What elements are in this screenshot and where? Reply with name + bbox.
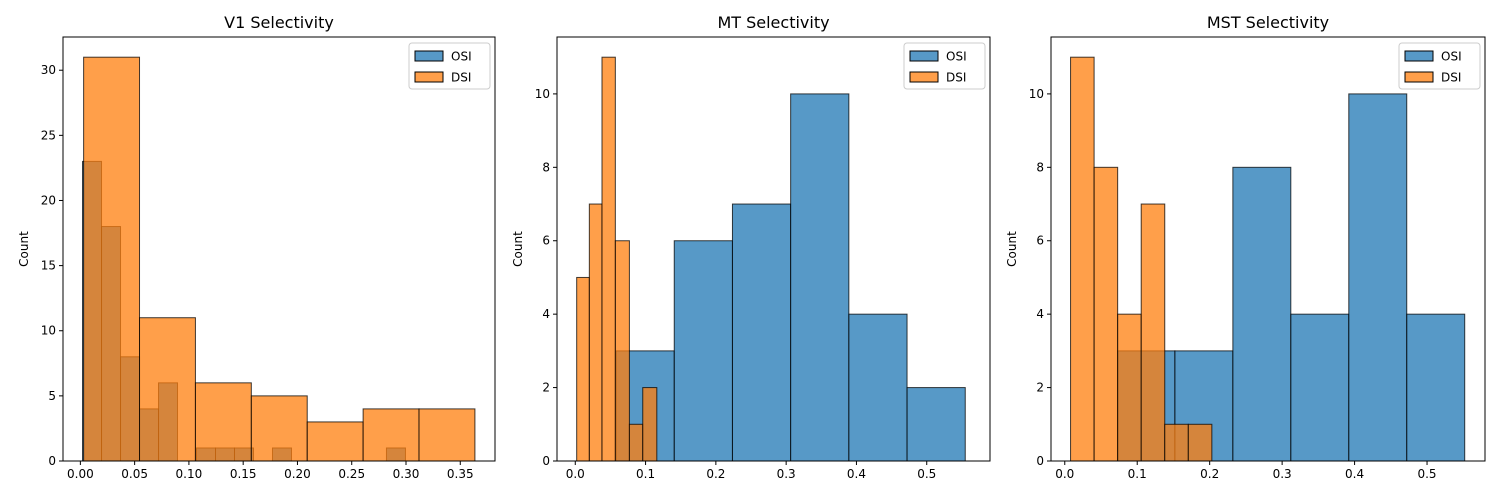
bar-dsi-4 (306, 421, 364, 461)
bar-osi-5 (906, 387, 966, 461)
legend-label-dsi: DSI (451, 71, 471, 85)
x-tick-label: 0.2 (706, 467, 725, 481)
legend: OSI DSI (903, 42, 986, 90)
x-tick-label: 0.20 (284, 467, 311, 481)
x-tick-label: 0.0 (1055, 467, 1074, 481)
x-tick-label: 0.5 (1417, 467, 1436, 481)
subplot-3: 0.0 0.1 0.2 0.3 0.4 0.5 0 2 4 6 8 10 MST Selectivity… (1005, 13, 1486, 481)
x-tick-label: 0.4 (847, 467, 866, 481)
y-tick-label: 10 (535, 87, 550, 101)
bar-dsi-5 (362, 408, 420, 461)
y-tick-label: 0 (1036, 454, 1044, 468)
x-tick-label: 0.00 (67, 467, 94, 481)
legend-swatch-dsi (909, 71, 939, 83)
legend-swatch-dsi (1404, 71, 1434, 83)
x-tick-label: 0.30 (393, 467, 420, 481)
bars (576, 56, 966, 461)
y-tick-label: 8 (542, 160, 550, 174)
y-tick-label: 6 (1036, 234, 1044, 248)
bar-dsi-2 (1117, 313, 1142, 461)
bar-dsi-1 (1093, 166, 1119, 461)
y-axis-label: Count (17, 231, 31, 267)
legend-label-dsi: DSI (1441, 71, 1461, 85)
y-tick-label: 0 (542, 454, 550, 468)
bar-osi-2 (1232, 166, 1292, 461)
bar-osi-5 (1406, 313, 1466, 461)
x-tick-label: 0.2 (1200, 467, 1219, 481)
y-tick-label: 4 (1036, 307, 1044, 321)
bar-osi-4 (1348, 93, 1408, 461)
legend-label-osi: OSI (451, 50, 472, 64)
bar-dsi-4 (628, 423, 644, 461)
bar-dsi-5 (642, 387, 658, 461)
y-tick-label: 10 (41, 324, 56, 338)
bars (82, 56, 476, 461)
chart-title: MT Selectivity (717, 13, 829, 32)
x-tick-label: 0.3 (1273, 467, 1292, 481)
legend-swatch-osi (414, 50, 444, 62)
y-tick-label: 2 (1036, 381, 1044, 395)
x-tick-label: 0.1 (1128, 467, 1147, 481)
x-tick-label: 0.35 (447, 467, 474, 481)
legend: OSI DSI (1398, 42, 1481, 90)
y-tick-label: 25 (41, 128, 56, 142)
y-axis-label: Count (511, 231, 525, 267)
bar-dsi-3 (1140, 203, 1166, 461)
bar-dsi-3 (250, 395, 308, 461)
legend-swatch-osi (1404, 50, 1434, 62)
subplot-1: 0.00 0.05 0.10 0.15 0.20 0.25 0.30 0.35 0 5 10 15 20… (17, 13, 496, 481)
x-tick-label: 0.15 (230, 467, 257, 481)
legend-label-osi: OSI (1441, 50, 1462, 64)
x-tick-label: 0.25 (338, 467, 365, 481)
y-tick-label: 10 (1029, 87, 1044, 101)
chart-title: MST Selectivity (1207, 13, 1329, 32)
legend-label-osi: OSI (946, 50, 967, 64)
y-tick-label: 2 (542, 381, 550, 395)
bar-osi-1 (673, 240, 733, 461)
y-axis-label: Count (1005, 231, 1019, 267)
bar-dsi-0 (83, 56, 141, 461)
bar-dsi-3 (614, 240, 630, 461)
legend-swatch-dsi (414, 71, 444, 83)
bar-dsi-1 (588, 203, 603, 461)
subplot-2: 0.0 0.1 0.2 0.3 0.4 0.5 0 2 4 6 8 10 MT Selectivity C… (511, 13, 991, 481)
bar-osi-4 (848, 313, 908, 461)
bar-dsi-6 (418, 408, 476, 461)
bar-dsi-0 (576, 276, 590, 461)
bar-osi-3 (1290, 313, 1350, 461)
x-tick-label: 0.3 (777, 467, 796, 481)
legend-label-dsi: DSI (946, 71, 966, 85)
x-tick-label: 0.10 (176, 467, 203, 481)
bar-dsi-5 (1187, 423, 1213, 461)
axes-frame (1050, 36, 1486, 462)
y-tick-label: 5 (48, 389, 56, 403)
bar-dsi-0 (1070, 56, 1095, 461)
bar-dsi-1 (139, 317, 196, 461)
axes-frame (556, 36, 991, 462)
x-tick-label: 0.1 (636, 467, 655, 481)
y-tick-label: 8 (1036, 160, 1044, 174)
legend-swatch-osi (909, 50, 939, 62)
bar-osi-3 (790, 93, 850, 461)
x-tick-label: 0.4 (1345, 467, 1364, 481)
x-tick-label: 0.0 (566, 467, 585, 481)
legend: OSI DSI (408, 42, 491, 90)
bar-dsi-2 (194, 382, 252, 461)
y-tick-label: 4 (542, 307, 550, 321)
y-tick-label: 0 (48, 454, 56, 468)
bar-osi-2 (731, 203, 792, 461)
chart-title: V1 Selectivity (224, 13, 334, 32)
y-tick-label: 6 (542, 234, 550, 248)
x-tick-label: 0.5 (917, 467, 936, 481)
y-tick-label: 30 (41, 63, 56, 77)
y-tick-label: 20 (41, 193, 56, 207)
bar-dsi-2 (601, 56, 616, 461)
bars (1070, 56, 1466, 461)
y-tick-label: 15 (41, 259, 56, 273)
x-tick-label: 0.05 (121, 467, 148, 481)
axes-frame (62, 36, 496, 462)
bar-dsi-4 (1164, 423, 1189, 461)
